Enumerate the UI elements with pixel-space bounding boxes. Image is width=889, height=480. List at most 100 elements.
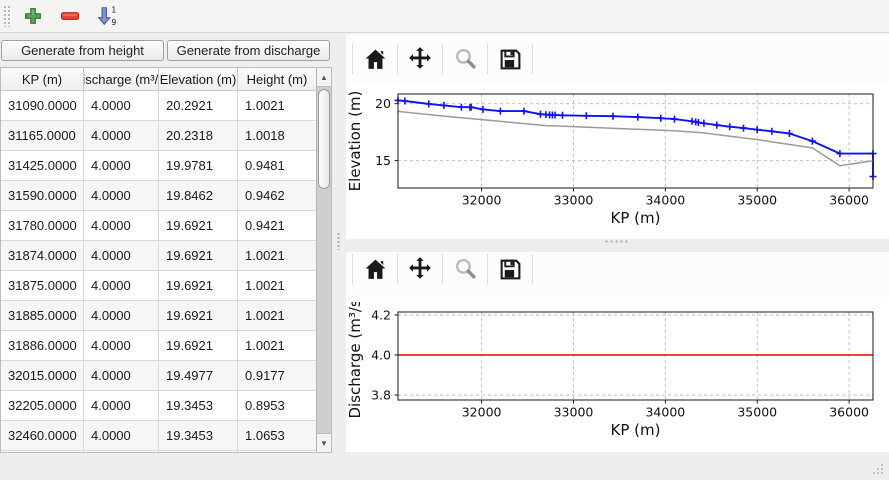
separator <box>532 44 533 74</box>
table-cell[interactable]: 4.0000 <box>84 421 159 451</box>
table-cell[interactable]: 1.0021 <box>238 241 317 271</box>
table-cell[interactable]: 20.2318 <box>159 121 238 151</box>
table-row[interactable]: 31875.0000 4.0000 19.6921 1.0021 <box>1 271 331 301</box>
table-cell[interactable]: 4.0000 <box>84 391 159 421</box>
horizontal-splitter-handle <box>604 240 630 243</box>
table-cell[interactable]: 1.0021 <box>238 331 317 361</box>
horizontal-splitter[interactable] <box>346 239 889 252</box>
table-cell[interactable]: 31590.0000 <box>1 181 84 211</box>
table-cell[interactable] <box>159 451 238 452</box>
table-cell[interactable]: 4.0000 <box>84 91 159 121</box>
table-cell[interactable]: 1.0021 <box>238 301 317 331</box>
table-cell[interactable]: 19.8462 <box>159 181 238 211</box>
table-row[interactable]: 31885.0000 4.0000 19.6921 1.0021 <box>1 301 331 331</box>
table-cell[interactable]: 4.0000 <box>84 331 159 361</box>
table-cell[interactable]: 31875.0000 <box>1 271 84 301</box>
window-resize-grip[interactable] <box>871 462 885 476</box>
table-row[interactable]: 32015.0000 4.0000 19.4977 0.9177 <box>1 361 331 391</box>
zoom-button[interactable] <box>449 43 481 75</box>
table-row[interactable]: 31590.0000 4.0000 19.8462 0.9462 <box>1 181 331 211</box>
pan-button[interactable] <box>404 253 436 285</box>
table-cell[interactable]: 19.3453 <box>159 391 238 421</box>
table-cell[interactable]: 0.8953 <box>238 391 317 421</box>
table-cell[interactable] <box>1 451 84 452</box>
table-cell[interactable] <box>238 451 317 452</box>
table-cell[interactable]: 31425.0000 <box>1 151 84 181</box>
remove-row-button[interactable] <box>56 3 84 29</box>
table-row[interactable]: 31090.0000 4.0000 20.2921 1.0021 <box>1 91 331 121</box>
home-button[interactable] <box>359 43 391 75</box>
table-cell[interactable]: 1.0653 <box>238 421 317 451</box>
table-row[interactable]: 32205.0000 4.0000 19.3453 0.8953 <box>1 391 331 421</box>
table-cell[interactable]: 19.6921 <box>159 331 238 361</box>
table-cell[interactable]: 19.6921 <box>159 301 238 331</box>
table-cell[interactable]: 19.4977 <box>159 361 238 391</box>
table-scrollbar[interactable]: ▲ ▼ <box>316 68 331 452</box>
add-row-button[interactable] <box>19 3 47 29</box>
table-cell[interactable]: 4.0000 <box>84 241 159 271</box>
column-header-discharge[interactable]: Discharge (m³/s) <box>84 68 159 90</box>
table-cell[interactable]: 19.6921 <box>159 241 238 271</box>
home-button[interactable] <box>359 253 391 285</box>
table-cell[interactable]: 4.0000 <box>84 361 159 391</box>
table-cell[interactable]: 1.0021 <box>238 271 317 301</box>
table-cell[interactable]: 4.0000 <box>84 181 159 211</box>
toolbar-grip-handle[interactable] <box>3 5 10 27</box>
column-header-elevation[interactable]: Elevation (m) <box>159 68 238 90</box>
magnifier-icon <box>455 48 476 69</box>
zoom-button[interactable] <box>449 253 481 285</box>
sort-rows-button[interactable]: 1 9 <box>93 3 121 29</box>
table-cell[interactable]: 4.0000 <box>84 121 159 151</box>
table-cell[interactable]: 4.0000 <box>84 271 159 301</box>
table-row[interactable]: 31425.0000 4.0000 19.9781 0.9481 <box>1 151 331 181</box>
pan-button[interactable] <box>404 43 436 75</box>
table-cell[interactable]: 19.9781 <box>159 151 238 181</box>
generate-from-discharge-button[interactable]: Generate from discharge <box>167 40 330 61</box>
separator <box>487 44 488 74</box>
discharge-figure[interactable]: 32000 33000 34000 35000 36000 3.8 4.0 4.2 KP (m)… <box>346 293 889 452</box>
save-button[interactable] <box>494 253 526 285</box>
generate-from-height-button[interactable]: Generate from height <box>1 40 164 61</box>
table-row[interactable]: 31874.0000 4.0000 19.6921 1.0021 <box>1 241 331 271</box>
table-cell[interactable]: 0.9462 <box>238 181 317 211</box>
table-cell[interactable]: 19.6921 <box>159 271 238 301</box>
table-cell[interactable]: 0.9177 <box>238 361 317 391</box>
table-cell[interactable]: 20.2921 <box>159 91 238 121</box>
scroll-up-button[interactable]: ▲ <box>317 68 331 87</box>
table-cell[interactable]: 0.9421 <box>238 211 317 241</box>
table-cell[interactable]: 32015.0000 <box>1 361 84 391</box>
table-cell[interactable]: 4.0000 <box>84 151 159 181</box>
column-header-height[interactable]: Height (m) <box>238 68 317 90</box>
table-cell[interactable]: 4.0000 <box>84 301 159 331</box>
table-cell[interactable]: 31885.0000 <box>1 301 84 331</box>
elevation-figure[interactable]: 32000 33000 34000 35000 36000 15 20 KP (m) Eleva… <box>346 85 889 237</box>
table-cell[interactable]: 1.0021 <box>238 91 317 121</box>
table-cell[interactable]: 4.0000 <box>84 211 159 241</box>
scrollbar-thumb[interactable] <box>318 89 330 189</box>
table-row[interactable]: 31165.0000 4.0000 20.2318 1.0018 <box>1 121 331 151</box>
table-cell[interactable]: 31874.0000 <box>1 241 84 271</box>
table-row[interactable]: 32460.0000 4.0000 19.3453 1.0653 <box>1 421 331 451</box>
fig2-svg[interactable]: 32000 33000 34000 35000 36000 3.8 4.0 4.2 KP (m)… <box>346 293 889 452</box>
table-cell[interactable]: 1.0018 <box>238 121 317 151</box>
table-cell[interactable]: 19.6921 <box>159 211 238 241</box>
table-row[interactable] <box>1 451 331 452</box>
scroll-down-button[interactable]: ▼ <box>317 433 331 452</box>
home-icon <box>365 259 385 279</box>
table-cell[interactable] <box>84 451 159 452</box>
table-cell[interactable]: 31165.0000 <box>1 121 84 151</box>
fig1-svg[interactable]: 32000 33000 34000 35000 36000 15 20 KP (m) Eleva… <box>346 85 889 237</box>
table-cell[interactable]: 32205.0000 <box>1 391 84 421</box>
table-cell[interactable]: 0.9481 <box>238 151 317 181</box>
vertical-splitter-handle[interactable] <box>337 232 340 250</box>
save-button[interactable] <box>494 43 526 75</box>
table-cell[interactable]: 19.3453 <box>159 421 238 451</box>
table-row[interactable]: 31780.0000 4.0000 19.6921 0.9421 <box>1 211 331 241</box>
table-cell[interactable]: 31886.0000 <box>1 331 84 361</box>
table-cell[interactable]: 31090.0000 <box>1 91 84 121</box>
table-cell[interactable]: 32460.0000 <box>1 421 84 451</box>
table-row[interactable]: 31886.0000 4.0000 19.6921 1.0021 <box>1 331 331 361</box>
table-cell[interactable]: 31780.0000 <box>1 211 84 241</box>
column-header-kp[interactable]: KP (m) <box>1 68 84 90</box>
